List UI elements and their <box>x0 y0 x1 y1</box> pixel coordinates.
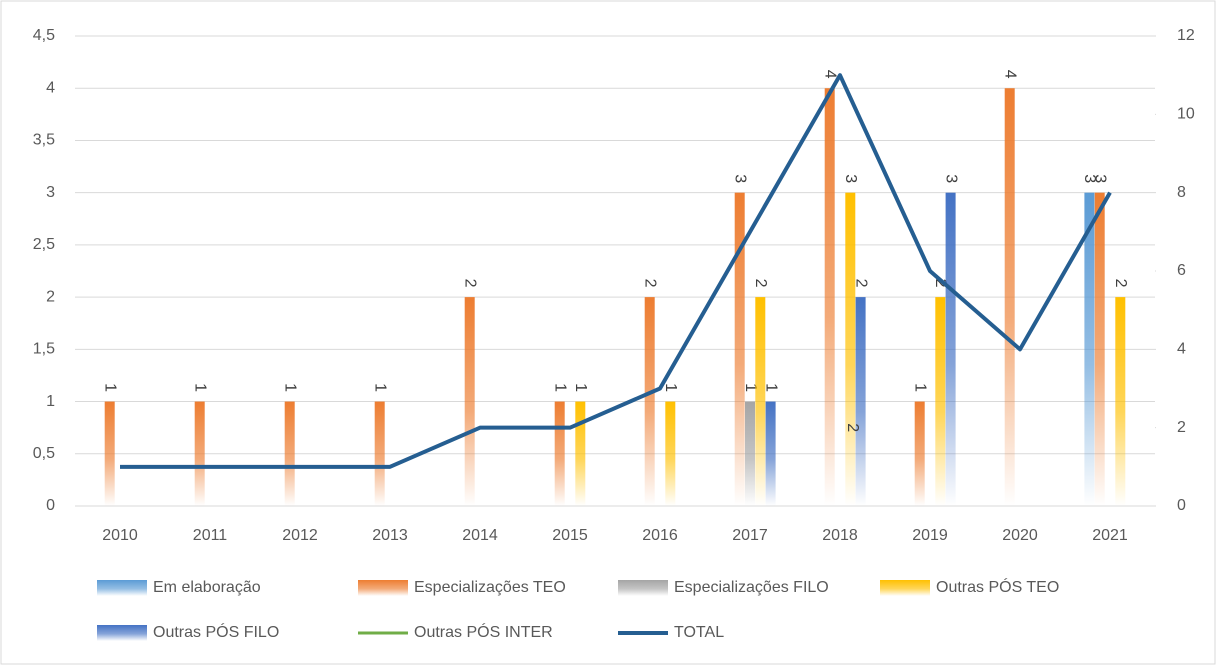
y2-tick-label: 2 <box>1177 419 1186 436</box>
bar <box>935 297 946 506</box>
data-label: 4 <box>1001 70 1018 79</box>
y-tick-label: 3 <box>46 184 55 201</box>
data-label: 1 <box>911 383 928 392</box>
line <box>120 73 1112 469</box>
data-label: 3 <box>731 174 748 183</box>
data-label: 3 <box>842 174 859 183</box>
legend-label: Outras PÓS FILO <box>153 622 279 641</box>
bar <box>745 401 755 506</box>
data-label: 2 <box>752 279 769 288</box>
x-tick-label: 2017 <box>732 527 768 544</box>
y-tick-label: 4,5 <box>33 27 55 44</box>
bar <box>644 297 655 506</box>
bar <box>575 401 586 506</box>
bar <box>1115 297 1126 506</box>
data-label: 1 <box>572 383 589 392</box>
legend-label: Outras PÓS INTER <box>414 622 553 641</box>
legend-label: TOTAL <box>674 624 724 641</box>
data-label: 2 <box>461 279 478 288</box>
legend-swatch <box>97 580 147 596</box>
x-tick-label: 2019 <box>912 527 948 544</box>
data-label: 1 <box>762 383 779 392</box>
bar <box>765 401 776 506</box>
legend-label: Especializações TEO <box>414 579 566 596</box>
data-label: 1 <box>662 383 679 392</box>
data-label: 3 <box>1081 174 1098 183</box>
legend-label: Em elaboração <box>153 579 261 596</box>
data-label: 1 <box>191 383 208 392</box>
y-tick-label: 4 <box>46 79 55 96</box>
data-label: 1 <box>551 383 568 392</box>
legend-swatch <box>97 625 147 641</box>
bar <box>374 401 385 506</box>
bar <box>914 401 925 506</box>
data-label: 4 <box>821 70 838 79</box>
x-tick-label: 2014 <box>462 527 498 544</box>
bar <box>194 401 205 506</box>
data-label: 3 <box>1091 174 1108 183</box>
data-label: 1 <box>742 383 759 392</box>
x-tick-label: 2013 <box>372 527 408 544</box>
data-label: 2 <box>844 423 861 432</box>
y-tick-label: 0,5 <box>33 445 55 462</box>
bar <box>665 401 676 506</box>
x-tick-label: 2018 <box>822 527 858 544</box>
legend-label: Outras PÓS TEO <box>936 577 1059 596</box>
bar <box>1094 192 1105 506</box>
bar <box>945 192 956 506</box>
bar <box>464 297 475 506</box>
x-tick-label: 2012 <box>282 527 318 544</box>
y-tick-label: 3,5 <box>33 132 55 149</box>
y-tick-label: 2,5 <box>33 236 55 253</box>
y2-tick-label: 6 <box>1177 262 1186 279</box>
x-tick-label: 2011 <box>193 527 228 544</box>
y2-tick-label: 8 <box>1177 184 1186 201</box>
bar <box>1004 88 1015 506</box>
x-tick-label: 2021 <box>1092 527 1128 544</box>
bar <box>104 401 115 506</box>
legend-swatch <box>358 580 408 596</box>
legend-swatch <box>880 580 930 596</box>
y-tick-label: 0 <box>46 497 55 514</box>
x-tick-label: 2015 <box>552 527 588 544</box>
legend-label: Especializações FILO <box>674 579 829 596</box>
bar <box>755 297 766 506</box>
bar <box>554 401 565 506</box>
data-label: 3 <box>942 174 959 183</box>
bar <box>1084 192 1095 506</box>
y2-tick-label: 10 <box>1177 106 1195 123</box>
data-label: 2 <box>932 279 949 288</box>
bar <box>824 88 835 506</box>
bar <box>845 192 856 506</box>
bar <box>284 401 295 506</box>
y2-tick-label: 12 <box>1177 27 1195 44</box>
y-tick-label: 1 <box>46 393 55 410</box>
bar <box>855 297 866 506</box>
legend-swatch <box>618 580 668 596</box>
x-tick-label: 2020 <box>1002 527 1038 544</box>
x-tick-label: 2010 <box>102 527 138 544</box>
bar <box>734 192 745 506</box>
data-label: 1 <box>101 383 118 392</box>
y2-tick-label: 0 <box>1177 497 1186 514</box>
y-tick-label: 1,5 <box>33 341 55 358</box>
x-tick-label: 2016 <box>642 527 678 544</box>
y-tick-label: 2 <box>46 288 55 305</box>
data-label: 2 <box>852 279 869 288</box>
data-label: 1 <box>371 383 388 392</box>
y2-tick-label: 4 <box>1177 341 1186 358</box>
data-label: 2 <box>641 279 658 288</box>
data-label: 1 <box>281 383 298 392</box>
data-label: 2 <box>1112 279 1129 288</box>
